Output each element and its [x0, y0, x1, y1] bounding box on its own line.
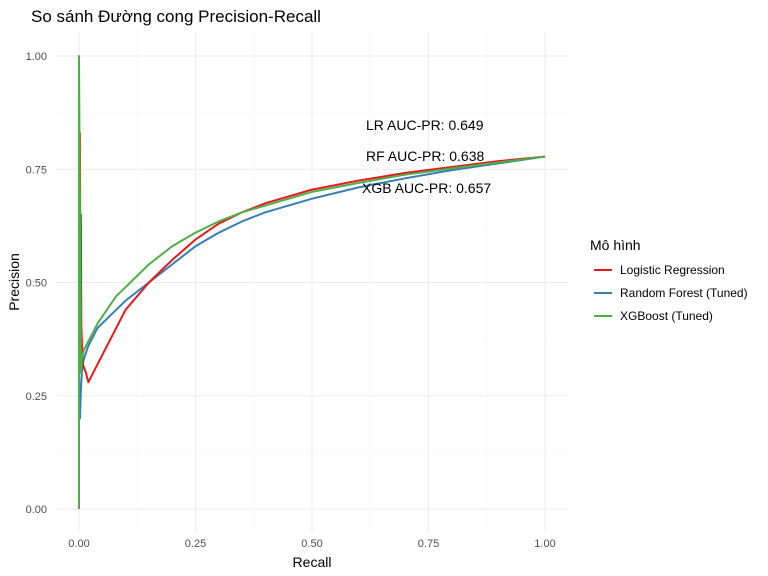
- x-tick-label: 0.25: [185, 538, 206, 550]
- annotation-xgb-auc: XGB AUC-PR: 0.657: [362, 180, 491, 196]
- x-tick-label: 0.50: [301, 538, 322, 550]
- y-tick-label: 0.50: [26, 278, 47, 290]
- y-tick-label: 0.00: [26, 504, 47, 516]
- x-tick-label: 0.00: [68, 538, 89, 550]
- y-axis-title: Precision: [6, 253, 22, 311]
- legend-item-random-forest: Random Forest (Tuned): [594, 286, 748, 300]
- annotation-rf-auc: RF AUC-PR: 0.638: [366, 148, 484, 164]
- legend-item-xgboost: XGBoost (Tuned): [594, 309, 713, 323]
- legend-label: Logistic Regression: [620, 263, 725, 277]
- annotation-lr-auc: LR AUC-PR: 0.649: [366, 117, 484, 133]
- y-tick-label: 1.00: [26, 51, 47, 63]
- series-layer: [78, 55, 546, 509]
- y-tick-label: 0.25: [26, 391, 47, 403]
- x-tick-label: 1.00: [534, 538, 555, 550]
- x-axis-ticks: 0.00 0.25 0.50 0.75 1.00: [68, 538, 555, 550]
- legend: Mô hình Logistic Regression Random Fores…: [590, 237, 748, 323]
- series-line-xgboost-tuned: [78, 55, 546, 509]
- legend-label: Random Forest (Tuned): [620, 286, 748, 300]
- legend-title: Mô hình: [590, 237, 641, 253]
- x-axis-title: Recall: [293, 554, 332, 570]
- auc-annotations: LR AUC-PR: 0.649 RF AUC-PR: 0.638 XGB AU…: [362, 117, 491, 196]
- legend-label: XGBoost (Tuned): [620, 309, 713, 323]
- y-axis-ticks: 0.00 0.25 0.50 0.75 1.00: [26, 51, 47, 516]
- chart-title: So sánh Đường cong Precision-Recall: [31, 7, 321, 26]
- legend-item-logistic-regression: Logistic Regression: [594, 263, 725, 277]
- y-tick-label: 0.75: [26, 164, 47, 176]
- x-tick-label: 0.75: [418, 538, 439, 550]
